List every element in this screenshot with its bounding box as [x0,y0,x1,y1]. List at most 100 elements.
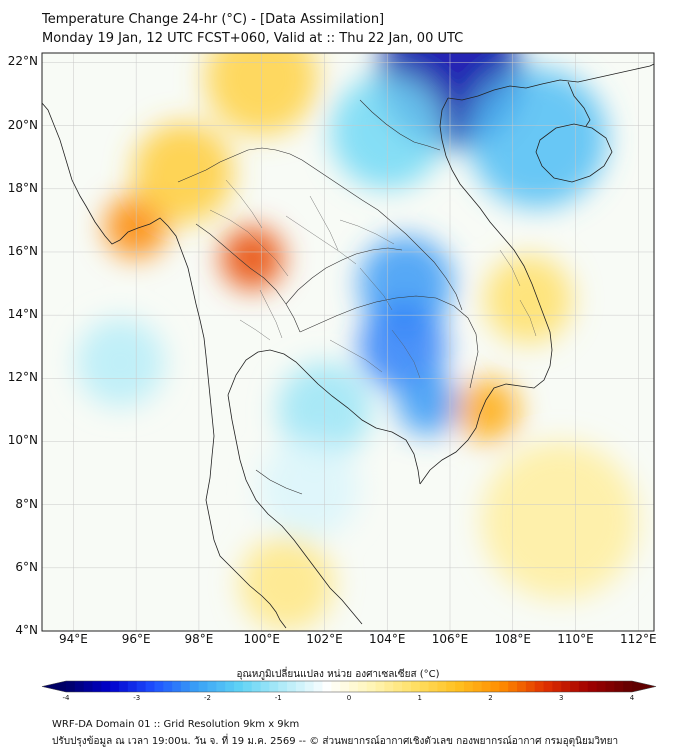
colorbar-segment [543,681,554,692]
colorbar-segment [366,681,377,692]
anomaly-blob [358,302,447,391]
anomaly-blob [258,438,359,540]
colorbar-tick-label: -3 [133,694,141,702]
longitude-label: 108°E [494,632,532,646]
colorbar-segment [508,681,518,692]
colorbar-segment [207,681,217,692]
colorbar-segment [525,681,536,692]
anomaly-blob [481,441,639,600]
anomaly-blob [239,536,334,631]
colorbar-segment [172,681,182,692]
colorbar-segment [127,681,138,692]
colorbar-segment [180,681,191,692]
colorbar-segment [578,681,589,692]
colorbar-segment [552,681,562,692]
colorbar-segment [419,681,430,692]
colorbar-segment [260,681,271,692]
latitude-label: 6°N [15,559,38,574]
colorbar-tick-label: -4 [62,694,70,702]
province-boundaries [209,179,537,379]
colorbar-title: อุณหภูมิเปลี่ยนแปลง หน่วย องศาเซลเซียส (… [236,669,440,680]
map-subtitle: Monday 19 Jan, 12 UTC FCST+060, Valid at… [42,31,464,46]
longitude-label: 106°E [431,632,469,646]
colorbar-max-extension [632,681,656,692]
colorbar-segment [234,681,244,692]
anomaly-blob [358,236,454,331]
anomaly-blob [220,226,284,290]
colorbar-segment [225,681,235,692]
longitude-label: 94°E [58,632,88,646]
longitude-label: 98°E [184,632,214,646]
colorbar-segment [331,681,341,692]
longitude-label: 102°E [306,632,343,646]
longitude-label: 96°E [121,632,151,646]
colorbar-segment [163,681,173,692]
colorbar-segment [92,681,102,692]
colorbar-segment [295,681,306,692]
colorbar-segment [110,681,120,692]
colorbar-segment [340,681,350,692]
colorbar-segment [393,681,403,692]
colorbar-tick-label: 3 [559,694,564,702]
country-borders [177,99,479,495]
colorbar-tick-label: 1 [417,694,422,702]
colorbar-segment [216,681,226,692]
colorbar-segment [66,681,76,692]
anomaly-blob [133,122,234,224]
colorbar-segment [605,681,615,692]
longitude-label: 110°E [557,632,594,646]
plot-frame [41,52,655,632]
anomaly-blob [396,372,460,436]
anomaly-field [76,53,639,631]
colorbar-segment [357,681,368,692]
latitude-label: 16°N [7,243,38,258]
colorbar-outline [41,680,657,693]
latitude-label: 4°N [15,623,38,637]
colorbar-segment [74,681,85,692]
colorbar-min-extension [42,681,66,692]
colorbar-tick-label: 0 [346,694,352,702]
colorbar-segment [587,681,598,692]
colorbar-segment [304,681,315,692]
colorbar-segment [534,681,545,692]
latitude-label: 14°N [7,307,38,322]
colorbar [41,680,657,693]
footer-credit: ปรับปรุงข้อมูล ณ เวลา 19:00น. วัน จ. ที่… [52,736,619,747]
colorbar-segment [136,681,147,692]
colorbar-segment [251,681,262,692]
colorbar-segment [463,681,474,692]
colorbar-segment [154,681,164,692]
colorbar-segment [623,681,633,692]
colorbar-segment [402,681,412,692]
colorbar-segment [119,681,129,692]
latitude-label: 12°N [7,370,38,385]
latitude-label: 8°N [15,496,38,511]
colorbar-segment [446,681,456,692]
colorbar-segment [313,681,324,692]
colorbar-segment [101,681,111,692]
anomaly-blob [468,68,607,208]
colorbar-segment [561,681,571,692]
colorbar-segment [83,681,94,692]
colorbar-segment [322,681,332,692]
footer-model-info: WRF-DA Domain 01 :: Grid Resolution 9km … [52,719,300,730]
colorbar-segment [410,681,421,692]
colorbar-tick-label: -1 [274,694,282,702]
colorbar-segment [596,681,607,692]
colorbar-segment [455,681,465,692]
colorbar-segment [499,681,509,692]
colorbar-segment [481,681,492,692]
longitude-label: 112°E [620,632,657,646]
colorbar-segment [428,681,439,692]
colorbar-tick-label: 2 [488,694,493,702]
anomaly-blob [484,255,573,344]
colorbar-segment [517,681,527,692]
colorbar-segment [472,681,483,692]
colorbar-segment [384,681,394,692]
colorbar-segment [278,681,288,692]
longitude-label: 100°E [243,632,280,646]
longitude-label: 104°E [368,632,406,646]
colorbar-segment [145,681,156,692]
colorbar-segment [614,681,624,692]
